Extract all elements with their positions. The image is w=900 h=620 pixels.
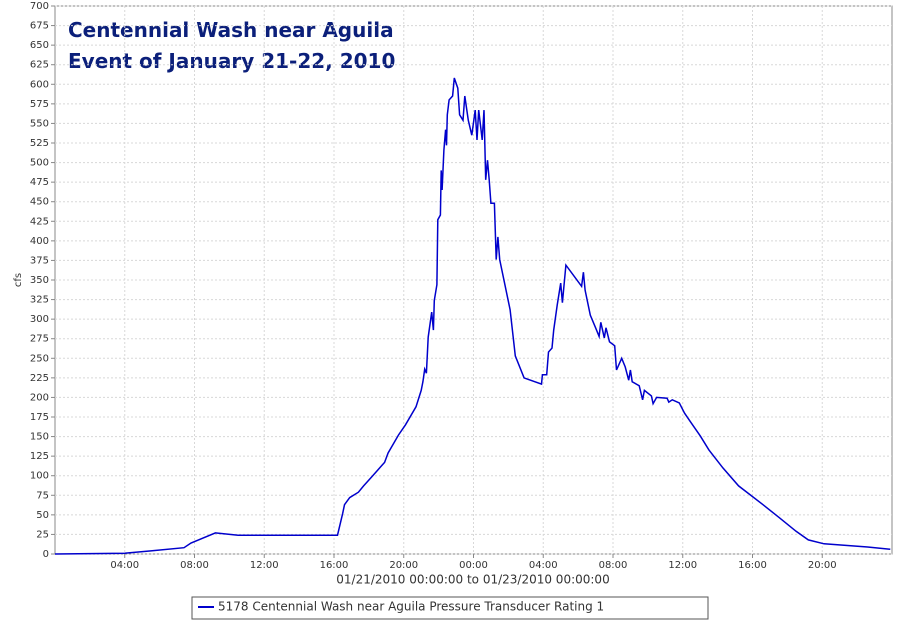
chart-subtitle: Event of January 21-22, 2010: [68, 49, 395, 73]
y-tick-label: 125: [30, 451, 49, 462]
y-tick-label: 250: [30, 353, 49, 364]
y-tick-label: 475: [30, 177, 49, 188]
y-axis-label: cfs: [13, 273, 24, 287]
y-tick-label: 25: [36, 529, 49, 540]
y-tick-label: 625: [30, 60, 49, 71]
y-tick-label: 650: [30, 40, 49, 51]
legend: [191, 596, 709, 620]
y-tick-label: 575: [30, 99, 49, 110]
y-tick-label: 550: [30, 118, 49, 129]
x-tick-label: 12:00: [668, 560, 697, 571]
x-axis-label: 01/21/2010 00:00:00 to 01/23/2010 00:00:…: [336, 573, 609, 587]
legend-label: 5178 Centennial Wash near Aguila Pressur…: [218, 600, 604, 614]
y-tick-label: 400: [30, 236, 49, 247]
x-tick-label: 04:00: [529, 560, 558, 571]
y-tick-label: 450: [30, 197, 49, 208]
y-tick-label: 300: [30, 314, 49, 325]
x-tick-label: 16:00: [738, 560, 767, 571]
y-tick-label: 175: [30, 412, 49, 423]
y-tick-label: 225: [30, 373, 49, 384]
y-tick-label: 500: [30, 158, 49, 169]
y-tick-label: 75: [36, 490, 49, 501]
y-tick-label: 275: [30, 334, 49, 345]
y-tick-label: 425: [30, 216, 49, 227]
x-tick-label: 20:00: [808, 560, 837, 571]
y-tick-label: 525: [30, 138, 49, 149]
x-tick-label: 08:00: [180, 560, 209, 571]
y-tick-label: 700: [30, 1, 49, 12]
y-tick-label: 150: [30, 432, 49, 443]
y-tick-label: 350: [30, 275, 49, 286]
y-tick-label: 375: [30, 255, 49, 266]
x-tick-label: 08:00: [599, 560, 628, 571]
y-tick-label: 600: [30, 79, 49, 90]
y-tick-label: 675: [30, 21, 49, 32]
y-tick-label: 325: [30, 295, 49, 306]
x-tick-label: 00:00: [459, 560, 488, 571]
y-tick-label: 200: [30, 392, 49, 403]
y-tick-label: 50: [36, 510, 49, 521]
x-tick-label: 12:00: [250, 560, 279, 571]
x-tick-label: 04:00: [110, 560, 139, 571]
x-tick-label: 20:00: [389, 560, 418, 571]
chart-title: Centennial Wash near Aguila: [68, 18, 394, 42]
data-line: [54, 77, 891, 555]
y-tick-label: 0: [43, 549, 49, 560]
y-tick-label: 100: [30, 471, 49, 482]
x-tick-label: 16:00: [320, 560, 349, 571]
